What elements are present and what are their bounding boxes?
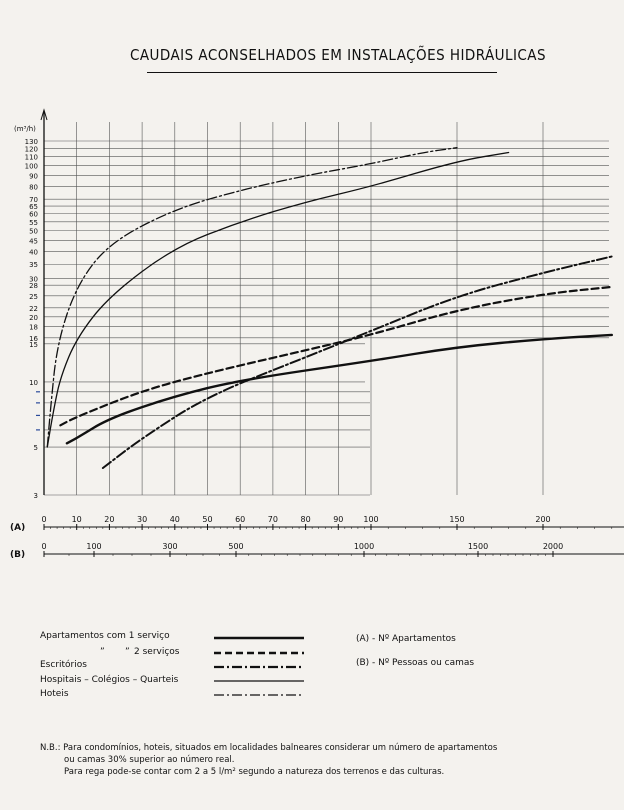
title-underline bbox=[147, 72, 497, 73]
legend-ditto-mark-2: ” bbox=[125, 647, 130, 657]
scale-a-tick-label: 50 bbox=[202, 515, 212, 524]
y-tick-label: 60 bbox=[29, 211, 38, 219]
y-tick-label: 15 bbox=[29, 341, 38, 349]
y-tick-label: 5 bbox=[34, 444, 38, 452]
y-tick-label: 18 bbox=[29, 324, 38, 332]
scale-a-tick-label: 40 bbox=[170, 515, 180, 524]
y-tick-label: 90 bbox=[29, 173, 38, 181]
legend-label-hoteis: Hoteis bbox=[40, 689, 69, 699]
chart-title: CAUDAIS ACONSELHADOS EM INSTALAÇÕES HIDR… bbox=[130, 46, 547, 64]
scale-b-tick-label: 1500 bbox=[468, 542, 488, 551]
y-tick-label: 30 bbox=[29, 276, 38, 284]
series-line-0 bbox=[65, 333, 613, 445]
scale-a-tick-label: 60 bbox=[235, 515, 245, 524]
scale-a-tick-label: 20 bbox=[104, 515, 114, 524]
scale-a-tick-label: 70 bbox=[268, 515, 278, 524]
y-tick-label: 10 bbox=[29, 379, 38, 387]
legend-label-escritorios: Escritórios bbox=[40, 660, 87, 670]
scale-b-tick-label: 2000 bbox=[543, 542, 563, 551]
y-tick-label: 100 bbox=[25, 163, 38, 171]
note-line-2: ou camas 30% superior ao número real. bbox=[64, 755, 235, 765]
y-tick-label: 50 bbox=[29, 228, 38, 236]
scale-a-tick-label: 150 bbox=[449, 515, 464, 524]
y-tick-label: 20 bbox=[29, 314, 38, 322]
scale-a-tick-label: 0 bbox=[41, 515, 46, 524]
series-line-1 bbox=[59, 285, 613, 427]
note-line-3: Para rega pode-se contar com 2 a 5 l/m² … bbox=[64, 767, 445, 777]
legend-label-apartamentos-2: 2 serviços bbox=[134, 647, 180, 657]
legend-label-hospitais: Hospitais – Colégios – Quarteis bbox=[40, 675, 179, 685]
y-tick-label: 65 bbox=[29, 203, 38, 211]
scale-a-tick-label: 10 bbox=[72, 515, 82, 524]
y-tick-label: 3 bbox=[34, 492, 38, 500]
scale-b-tick-label: 0 bbox=[41, 542, 46, 551]
scale-b-tick-label: 500 bbox=[228, 542, 243, 551]
scale-b-label: (B) bbox=[10, 550, 25, 560]
legend-label-apartamentos-1: Apartamentos com 1 serviço bbox=[40, 631, 170, 641]
series-line-3 bbox=[46, 151, 510, 448]
scale-a-tick-label: 100 bbox=[363, 515, 378, 524]
y-tick-label: 130 bbox=[25, 138, 38, 146]
scale-a-tick-label: 90 bbox=[333, 515, 343, 524]
y-tick-label: 40 bbox=[29, 249, 38, 257]
y-tick-label: 110 bbox=[25, 154, 38, 162]
scale-a-tick-label: 80 bbox=[301, 515, 311, 524]
series-line-2 bbox=[101, 255, 613, 469]
y-tick-label: 45 bbox=[29, 238, 38, 246]
y-tick-label: 28 bbox=[29, 282, 38, 290]
scale-b-tick-label: 100 bbox=[86, 542, 101, 551]
key-b: (B) - Nº Pessoas ou camas bbox=[356, 658, 475, 668]
y-tick-label: 55 bbox=[29, 219, 38, 227]
y-tick-label: 35 bbox=[29, 261, 38, 269]
y-tick-label: 80 bbox=[29, 184, 38, 192]
scale-b-tick-label: 1000 bbox=[354, 542, 374, 551]
y-axis-label: (m³/h) bbox=[14, 125, 36, 133]
series-line-4 bbox=[46, 147, 458, 448]
scale-b-tick-label: 300 bbox=[162, 542, 177, 551]
scale-a-label: (A) bbox=[10, 523, 25, 533]
y-tick-label: 22 bbox=[29, 305, 38, 313]
scale-a-tick-label: 200 bbox=[535, 515, 550, 524]
y-tick-label: 25 bbox=[29, 293, 38, 301]
y-tick-label: 70 bbox=[29, 196, 38, 204]
y-axis-arrow bbox=[40, 108, 48, 121]
legend-ditto-mark: ” bbox=[100, 647, 105, 657]
scale-a-tick-label: 30 bbox=[137, 515, 147, 524]
y-tick-label: 16 bbox=[29, 335, 38, 343]
y-tick-label: 120 bbox=[25, 146, 38, 154]
note-line-1: N.B.: Para condomínios, hoteis, situados… bbox=[40, 743, 498, 753]
key-a: (A) - Nº Apartamentos bbox=[356, 634, 456, 644]
